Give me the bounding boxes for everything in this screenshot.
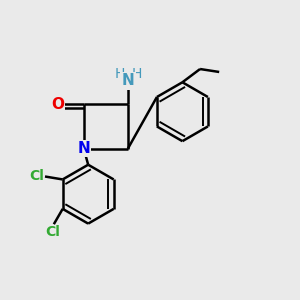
- Text: Cl: Cl: [30, 169, 44, 184]
- Text: N: N: [122, 73, 134, 88]
- Text: O: O: [51, 97, 64, 112]
- Text: H: H: [115, 67, 125, 81]
- Text: N: N: [77, 141, 90, 156]
- Text: Cl: Cl: [45, 225, 60, 239]
- Text: H: H: [132, 67, 142, 81]
